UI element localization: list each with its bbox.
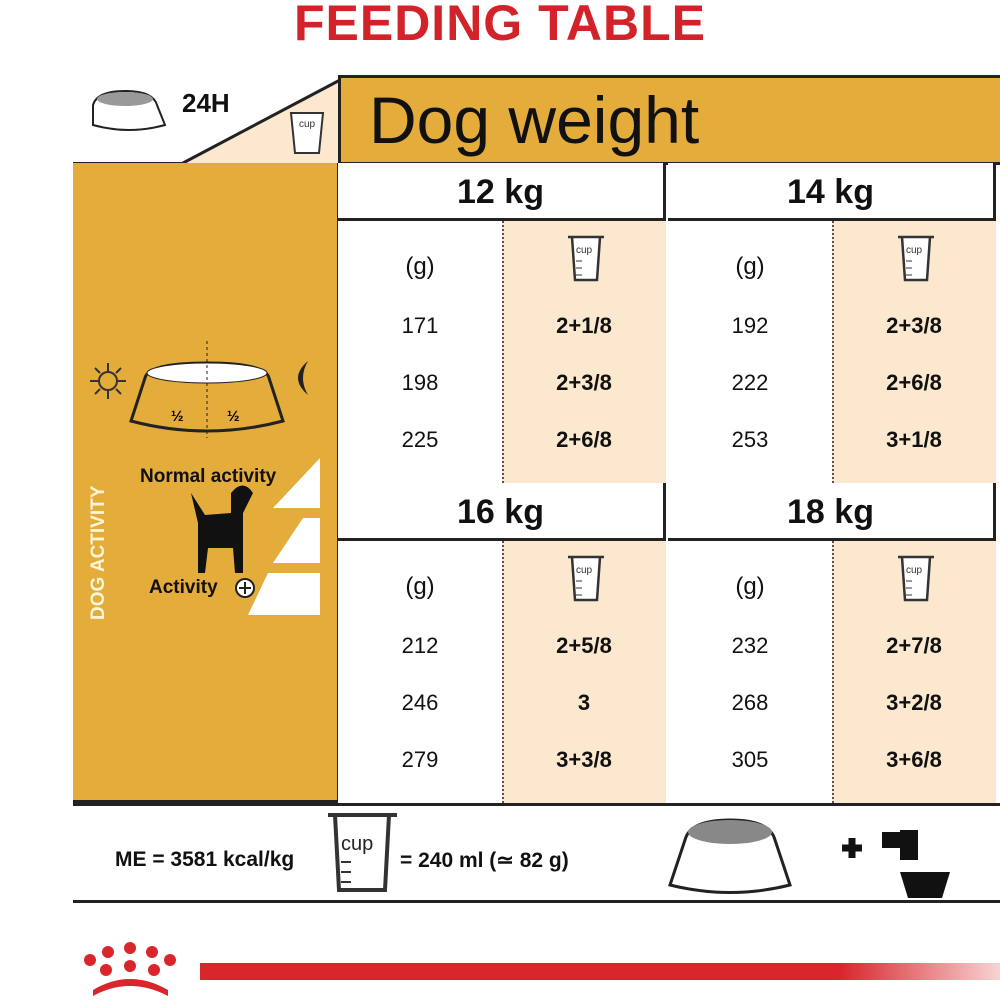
grams-header: (g) xyxy=(405,573,435,600)
svg-text:cup: cup xyxy=(906,565,923,576)
weight-header: 18 kg xyxy=(668,483,993,541)
cups-value: 2+3/8 xyxy=(556,370,612,395)
cups-value: 2+3/8 xyxy=(886,313,942,338)
cups-value: 2+7/8 xyxy=(886,633,942,658)
cup-icon: cup xyxy=(898,555,934,602)
weight-block: 16 kg (g) cup 212 2+5/8 246 3 279 3+3/8 xyxy=(338,483,666,803)
cups-value: 3+6/8 xyxy=(886,747,942,772)
grams-value: 246 xyxy=(401,690,439,715)
dog-weight-header: Dog weight xyxy=(338,75,1000,165)
energy-label: ME = 3581 kcal/kg xyxy=(115,848,295,871)
cup-equivalence: = 240 ml (≃ 82 g) xyxy=(400,849,569,872)
cups-value: 3+2/8 xyxy=(886,690,942,715)
brand-bar xyxy=(200,963,1000,980)
cup-icon: cup xyxy=(289,112,325,154)
grams-value: 192 xyxy=(731,313,769,338)
activity-plus-label: Activity xyxy=(149,577,218,598)
weight-header: 14 kg xyxy=(668,163,993,221)
svg-text:½: ½ xyxy=(171,408,184,425)
svg-text:½: ½ xyxy=(227,408,240,425)
weight-block: 12 kg (g) cup 171 2+1/8 198 2+3/8 225 2+6/8 xyxy=(338,163,666,483)
normal-activity-label: Normal activity xyxy=(140,466,277,487)
weight-header: 12 kg xyxy=(338,163,663,221)
cup-icon: cup xyxy=(328,813,397,892)
cups-value: 2+6/8 xyxy=(886,370,942,395)
cups-value: 2+1/8 xyxy=(556,313,612,338)
bowl-and-water-icon xyxy=(668,818,950,898)
weight-header: 16 kg xyxy=(338,483,663,541)
page-title: FEEDING TABLE xyxy=(293,0,707,51)
header-diagonal: cup xyxy=(92,78,340,165)
cups-value: 2+5/8 xyxy=(556,633,612,658)
period-label: 24H xyxy=(182,88,230,118)
grams-value: 253 xyxy=(731,427,769,452)
svg-text:cup: cup xyxy=(576,565,593,576)
cup-label: cup xyxy=(341,833,373,855)
grams-value: 171 xyxy=(401,313,439,338)
cup-icon: cup xyxy=(568,235,604,282)
bowl-icon xyxy=(92,89,167,131)
grams-value: 212 xyxy=(401,633,439,658)
grams-value: 305 xyxy=(731,747,769,772)
activity-panel xyxy=(73,163,340,803)
svg-text:cup: cup xyxy=(906,245,923,256)
weight-block: 18 kg (g) cup 232 2+7/8 268 3+2/8 305 3+6/8 xyxy=(668,483,996,803)
grams-value: 232 xyxy=(731,633,769,658)
cup-icon: cup xyxy=(568,555,604,602)
cups-value: 3+3/8 xyxy=(556,747,612,772)
svg-text:cup: cup xyxy=(299,119,316,130)
cup-icon: cup xyxy=(898,235,934,282)
grams-header: (g) xyxy=(735,573,765,600)
plus-icon xyxy=(842,838,862,858)
moon-icon xyxy=(298,361,308,395)
grams-value: 268 xyxy=(731,690,769,715)
grams-value: 279 xyxy=(401,747,439,772)
cups-value: 3 xyxy=(577,690,591,715)
footer-strip xyxy=(73,803,1000,903)
svg-text:cup: cup xyxy=(576,245,593,256)
water-tap-icon xyxy=(882,830,950,898)
brand-crown-logo xyxy=(84,942,176,996)
dog-icon xyxy=(191,485,253,573)
cups-value: 3+1/8 xyxy=(886,427,942,452)
plus-circle-icon xyxy=(235,578,255,598)
grams-header: (g) xyxy=(405,253,435,280)
dog-activity-label: DOG ACTIVITY xyxy=(88,485,109,620)
sun-icon xyxy=(90,363,126,399)
weight-block: 14 kg (g) cup 192 2+3/8 222 2+6/8 253 3+1/8 xyxy=(668,163,996,483)
grams-value: 225 xyxy=(401,427,439,452)
grams-value: 198 xyxy=(401,370,439,395)
grams-header: (g) xyxy=(735,253,765,280)
cups-value: 2+6/8 xyxy=(556,427,612,452)
column-title: Dog weight xyxy=(369,83,700,157)
grams-value: 222 xyxy=(731,370,769,395)
